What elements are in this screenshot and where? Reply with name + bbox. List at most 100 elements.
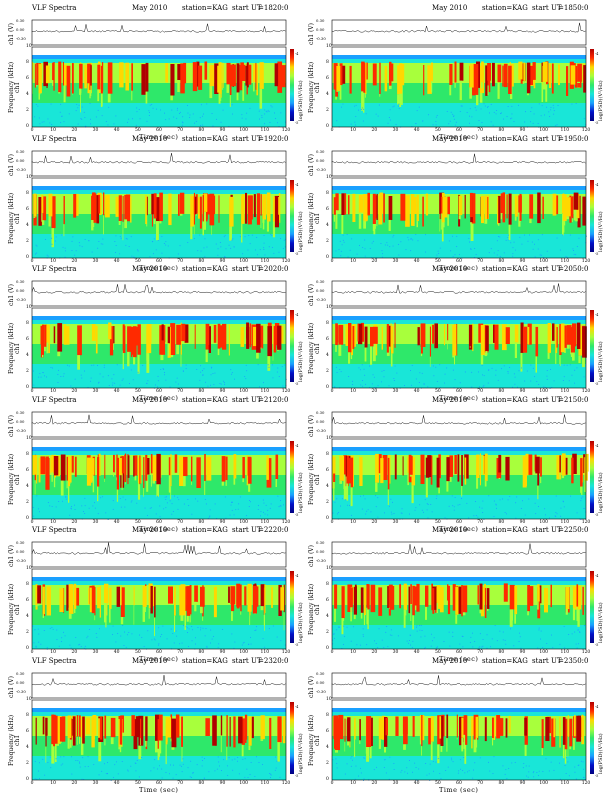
noise-dot: [141, 757, 142, 758]
time-tick-label: 120: [282, 259, 291, 264]
colorbar-tick-label: -5: [295, 252, 298, 256]
spectrogram-plot: [32, 700, 286, 780]
frequency-tick-label: 10: [26, 175, 32, 180]
noise-dot: [390, 635, 391, 636]
burst-tail: [117, 489, 118, 501]
noise-dot: [539, 770, 540, 771]
colorbar: [590, 49, 594, 121]
noise-dot: [63, 246, 64, 247]
noise-dot: [156, 249, 157, 250]
burst-tail: [333, 482, 334, 501]
noise-dot: [348, 256, 349, 257]
noise-dot: [102, 243, 103, 244]
noise-dot: [202, 116, 203, 117]
waveform-ylabel: ch1 (V): [308, 154, 315, 176]
noise-dot: [100, 374, 101, 375]
emission-burst: [389, 585, 393, 607]
noise-dot: [227, 765, 228, 766]
panel-date: May 2010: [132, 265, 167, 273]
noise-dot: [61, 764, 62, 765]
emission-burst: [440, 587, 444, 612]
noise-dot: [34, 116, 35, 117]
colorbar: [590, 571, 594, 643]
burst-tail: [218, 349, 220, 355]
noise-dot: [479, 120, 480, 121]
emission-burst: [352, 193, 355, 221]
noise-dot: [232, 104, 233, 105]
burst-tail: [176, 345, 179, 354]
noise-dot: [377, 516, 378, 517]
waveform-ylabel: ch1 (V): [8, 415, 15, 437]
noise-dot: [218, 248, 219, 249]
noise-dot: [207, 246, 208, 247]
emission-burst: [221, 715, 222, 735]
waveform-ylabel: ch1 (V): [8, 545, 15, 567]
burst-tail: [580, 486, 582, 492]
emission-burst: [496, 715, 500, 738]
noise-dot: [475, 501, 476, 502]
burst-tail: [69, 614, 72, 619]
noise-dot: [524, 234, 525, 235]
emission-burst: [426, 457, 430, 477]
noise-dot: [190, 115, 191, 116]
emission-burst: [454, 455, 457, 474]
noise-dot: [72, 240, 73, 241]
emission-burst: [256, 324, 261, 353]
noise-dot: [84, 117, 85, 118]
spectrogram-plot: [332, 47, 586, 127]
noise-dot: [493, 125, 494, 126]
noise-dot: [393, 763, 394, 764]
noise-dot: [553, 114, 554, 115]
noise-dot: [580, 500, 581, 501]
time-tick-label: 100: [539, 389, 548, 394]
burst-tail: [42, 355, 43, 357]
noise-dot: [49, 123, 50, 124]
noise-dot: [270, 507, 271, 508]
noise-dot: [396, 124, 397, 125]
emission-burst: [123, 196, 124, 222]
noise-dot: [484, 375, 485, 376]
top-band: [32, 577, 286, 581]
emission-burst: [54, 456, 59, 475]
noise-dot: [340, 255, 341, 256]
noise-dot: [419, 504, 420, 505]
emission-burst: [261, 194, 262, 215]
emission-burst: [183, 63, 186, 83]
noise-dot: [470, 642, 471, 643]
noise-dot: [452, 636, 453, 637]
noise-dot: [476, 515, 477, 516]
burst-tail: [219, 94, 221, 104]
frequency-tick-label: 8: [26, 191, 29, 196]
burst-tail: [481, 82, 483, 88]
burst-tail: [97, 89, 99, 101]
noise-dot: [453, 370, 454, 371]
noise-dot: [127, 634, 128, 635]
burst-tail: [94, 615, 95, 620]
emission-burst: [421, 326, 423, 354]
noise-dot: [241, 114, 242, 115]
noise-dot: [52, 243, 53, 244]
time-tick-label: 30: [393, 781, 399, 786]
emission-burst: [425, 586, 428, 607]
emission-burst: [527, 585, 530, 611]
burst-tail: [170, 96, 173, 101]
noise-dot: [396, 373, 397, 374]
noise-dot: [338, 627, 339, 628]
emission-burst: [179, 456, 183, 486]
noise-dot: [363, 634, 364, 635]
waveform-frame: [32, 412, 286, 437]
noise-dot: [437, 647, 438, 648]
emission-burst: [403, 717, 408, 744]
noise-dot: [572, 633, 573, 634]
time-tick-label: 20: [371, 781, 377, 786]
channel-label: ch1: [14, 343, 21, 354]
noise-dot: [415, 234, 416, 235]
noise-dot: [404, 385, 405, 386]
noise-dot: [276, 760, 277, 761]
noise-dot: [36, 495, 37, 496]
burst-tail: [480, 610, 482, 614]
burst-tail: [335, 97, 337, 100]
noise-dot: [40, 123, 41, 124]
noise-dot: [522, 243, 523, 244]
